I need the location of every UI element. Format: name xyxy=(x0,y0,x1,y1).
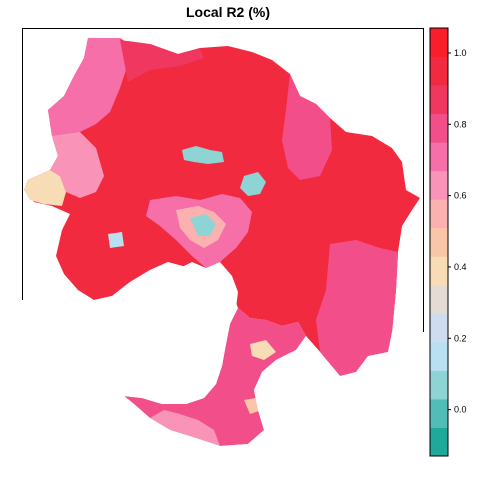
legend-color-swatch xyxy=(430,113,448,143)
legend-color-swatch xyxy=(430,199,448,229)
legend-color-swatch xyxy=(430,170,448,200)
map-region-north-teal xyxy=(182,146,224,164)
legend-color-swatch xyxy=(430,398,448,428)
legend-color-swatch xyxy=(430,256,448,286)
map-region-east xyxy=(282,74,332,180)
legend-color-swatch xyxy=(430,284,448,314)
map-title: Local R2 (%) xyxy=(185,4,270,20)
legend-color-swatch xyxy=(430,85,448,115)
legend-tick-label: 0.2 xyxy=(454,333,467,343)
legend-color-swatch xyxy=(430,313,448,343)
legend-color-swatch xyxy=(430,341,448,371)
map-region-north-mid xyxy=(120,40,204,82)
legend-ticks: 0.0 0.2 0.4 0.6 0.8 1.0 xyxy=(448,48,467,415)
map-region-south-east xyxy=(316,240,398,376)
legend-tick-label: 0.6 xyxy=(454,191,467,201)
outside-area-bottom xyxy=(22,332,424,454)
bay-water xyxy=(22,262,238,420)
map-region-west-pink xyxy=(50,132,104,198)
legend-tick-label: 0.8 xyxy=(454,119,467,129)
map-region-north-east-teal xyxy=(240,172,266,196)
legend-border xyxy=(429,27,449,457)
map-region-north-west xyxy=(48,38,130,140)
map-region-far-west xyxy=(24,170,66,206)
choropleth-map xyxy=(24,38,420,446)
legend-color-swatch xyxy=(430,227,448,257)
legend-colorbar xyxy=(429,27,449,457)
legend-tick-label: 0.0 xyxy=(454,405,467,415)
legend-color-swatch xyxy=(430,28,448,58)
map-region-west-blue xyxy=(108,232,124,248)
legend-tick-label: 0.4 xyxy=(454,262,467,272)
map-region-peninsula-pink xyxy=(150,410,220,446)
map-region-inner-teal xyxy=(190,214,216,236)
map-region-peninsula-peach xyxy=(250,340,276,360)
legend-tick-label: 1.0 xyxy=(454,48,467,58)
legend-color-swatch xyxy=(430,370,448,400)
legend-color-swatch xyxy=(430,427,448,457)
legend-color-swatch xyxy=(430,56,448,86)
legend-color-swatch xyxy=(430,142,448,172)
